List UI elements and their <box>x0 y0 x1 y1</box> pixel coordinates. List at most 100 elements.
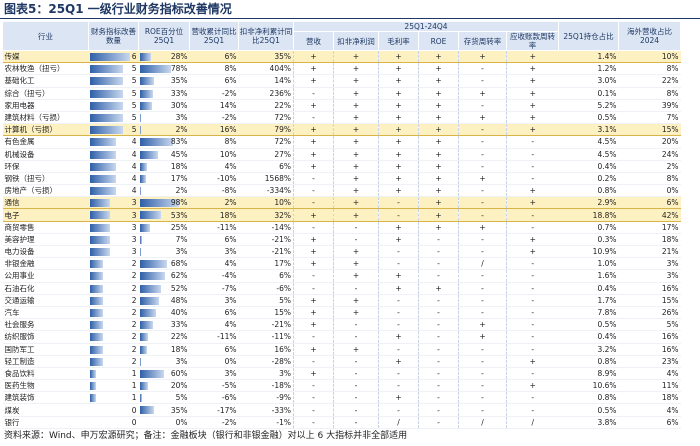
cell: 4.5% <box>558 148 619 161</box>
cell: 18% <box>618 233 681 247</box>
cell: 3.8% <box>558 416 619 429</box>
cell: + <box>293 245 334 259</box>
cell: 2 <box>88 355 139 368</box>
cell: - <box>418 306 459 320</box>
cell: - <box>378 294 419 307</box>
cell: + <box>506 233 559 247</box>
cell: 1.6% <box>558 269 619 283</box>
cell: 2% <box>138 123 190 137</box>
cell-text: 0 <box>131 417 137 427</box>
bar <box>139 101 152 110</box>
cell: 35% <box>238 49 294 64</box>
cell: 4 <box>88 172 139 186</box>
cell: + <box>293 257 334 271</box>
cell: 商贸零售 <box>2 221 89 234</box>
cell-text: 3% <box>175 356 188 366</box>
cell: - <box>378 245 419 259</box>
cell: + <box>506 62 559 76</box>
cell: + <box>418 196 459 210</box>
cell: 98% <box>138 196 190 210</box>
cell: 5 <box>88 123 139 137</box>
table-row: 非银金融 2 68% 4% 17% + + - - / -1.0% 3% <box>2 257 681 271</box>
bar <box>89 77 123 86</box>
cell: 6% <box>189 49 239 64</box>
cell: 1.4% <box>558 49 619 64</box>
bar <box>89 382 97 391</box>
cell: - <box>378 366 419 381</box>
cell: -10% <box>189 172 239 186</box>
cell: + <box>458 87 507 100</box>
cell: - <box>458 306 507 320</box>
table-row: 房地产（亏损） 4 2% -8% -334% - + + + - +0.8% 0% <box>2 184 681 198</box>
cell-text: 4 <box>131 161 137 171</box>
cell: - <box>333 366 379 381</box>
cell: - <box>378 403 419 417</box>
cell: + <box>418 282 459 295</box>
bar <box>139 223 150 232</box>
cell: + <box>378 135 419 149</box>
cell-text: 2 <box>131 356 137 366</box>
cell: 6 <box>88 49 139 64</box>
cell: + <box>506 74 559 88</box>
cell: - <box>418 391 459 405</box>
column-header: 扣非净利累计同比25Q1 <box>238 21 294 51</box>
cell: 16% <box>618 343 681 356</box>
bar <box>139 321 153 330</box>
cell: 28% <box>138 49 190 64</box>
cell-text: 1 <box>131 381 137 391</box>
cell: - <box>458 135 507 149</box>
cell-text: 0 <box>131 405 137 415</box>
cell: + <box>378 172 419 186</box>
cell: - <box>506 343 559 356</box>
bar <box>89 357 103 366</box>
cell: 72% <box>238 135 294 149</box>
table-row: 传媒 6 28% 6% 35% + + + + + +1.4% 10% <box>2 49 681 64</box>
cell: 传媒 <box>2 49 89 64</box>
cell-text: 83% <box>170 137 188 147</box>
cell: 3 <box>88 208 139 222</box>
cell: - <box>458 148 507 161</box>
cell: 交通运输 <box>2 294 89 307</box>
cell-text: 4 <box>131 137 137 147</box>
cell-text: 5 <box>131 100 137 110</box>
table-row: 食品饮料 1 60% 3% 3% + - - - - -8.9% 4% <box>2 366 681 381</box>
cell: - <box>418 233 459 247</box>
cell: 非银金融 <box>2 257 89 271</box>
cell: 1 <box>88 379 139 393</box>
cell: - <box>333 318 379 332</box>
cell: 通信 <box>2 196 89 210</box>
bar <box>89 162 117 171</box>
bar <box>89 211 110 220</box>
cell: + <box>378 74 419 88</box>
cell: + <box>333 148 379 161</box>
cell: 5% <box>618 318 681 332</box>
cell: 综合（扭亏） <box>2 87 89 100</box>
bar <box>139 369 164 378</box>
cell: - <box>458 366 507 381</box>
cell: -9% <box>238 391 294 405</box>
table-row: 通信 3 98% 2% 10% - + - + - +2.9% 6% <box>2 196 681 210</box>
cell: 6% <box>189 343 239 356</box>
cell: + <box>458 318 507 332</box>
cell-text: 25% <box>170 222 188 232</box>
cell: + <box>418 160 459 173</box>
cell: - <box>333 330 379 344</box>
cell: - <box>418 294 459 307</box>
cell: + <box>293 148 334 161</box>
cell: + <box>506 87 559 100</box>
cell: - <box>293 221 334 234</box>
cell: 42% <box>618 208 681 222</box>
cell: 煤炭 <box>2 403 89 417</box>
bar <box>89 321 103 330</box>
cell: - <box>458 196 507 210</box>
cell: 8% <box>618 62 681 76</box>
cell-text: 35% <box>170 405 188 415</box>
cell: 汽车 <box>2 306 89 320</box>
cell: + <box>333 160 379 173</box>
cell: - <box>293 379 334 393</box>
table-row: 轻工制造 2 3% 0% -28% - - + - - +0.8% 23% <box>2 355 681 368</box>
cell-text: 3 <box>131 210 137 220</box>
cell: - <box>418 403 459 417</box>
bar <box>139 150 158 159</box>
cell: - <box>458 233 507 247</box>
